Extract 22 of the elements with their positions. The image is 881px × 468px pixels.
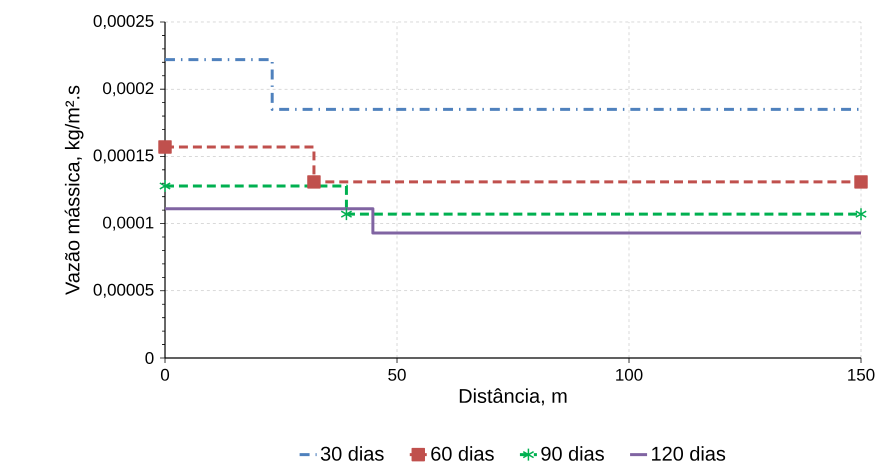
y-tick-label: 0,00005	[94, 284, 154, 298]
y-tick-label: 0,0002	[103, 82, 154, 96]
legend-label: 60 dias	[431, 446, 494, 461]
point	[854, 175, 868, 189]
x-tick-label: 50	[388, 368, 406, 381]
point	[159, 179, 171, 193]
point	[855, 207, 867, 221]
y-axis-title: Vazão mássica, kg/m².s	[64, 86, 84, 295]
y-tick-label: 0,0001	[103, 216, 154, 231]
legend-label: 120 dias	[652, 446, 726, 461]
x-axis-title: Distância, m	[460, 388, 566, 406]
point	[307, 175, 321, 189]
x-tick-label: 150	[848, 368, 874, 381]
y-tick-label: 0,00025	[94, 14, 154, 29]
x-tick-label: 100	[616, 368, 642, 381]
y-tick-label: 0	[145, 352, 154, 364]
y-tick-label: 0,00015	[94, 149, 154, 164]
point	[158, 140, 172, 154]
point	[340, 207, 352, 221]
legend-label: 90 dias	[541, 446, 604, 461]
legend-label: 30 dias	[320, 446, 384, 461]
x-tick-label: 0	[160, 368, 170, 381]
